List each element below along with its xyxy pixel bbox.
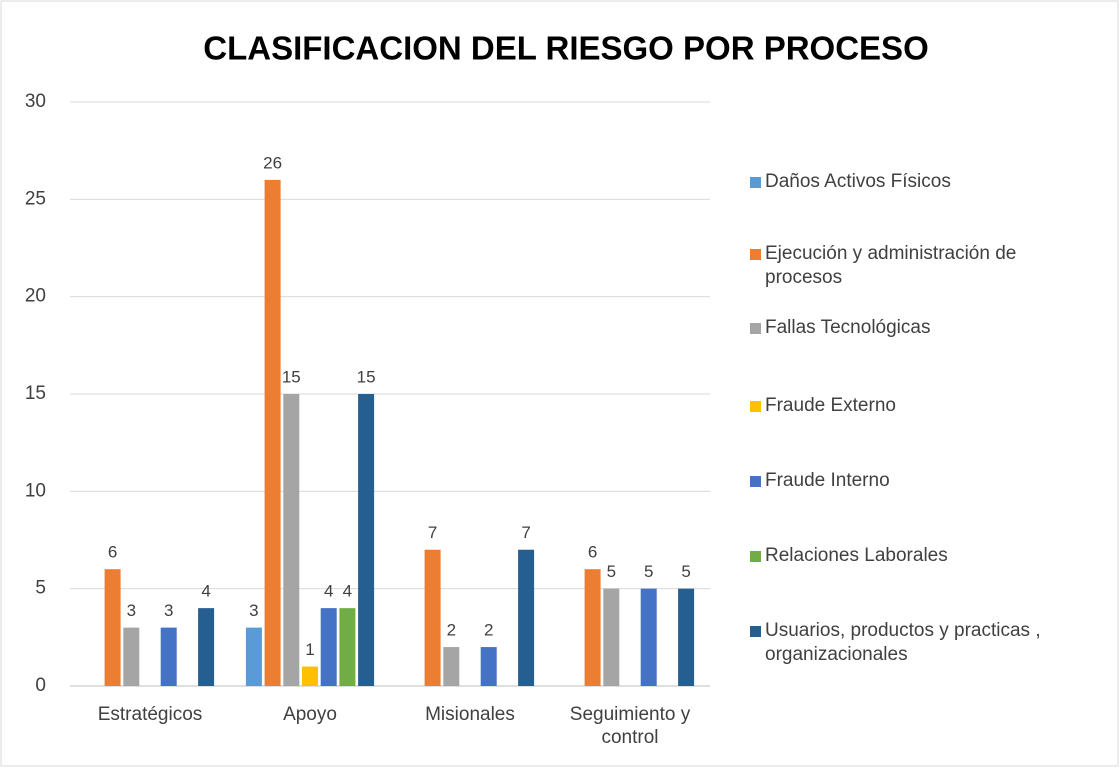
legend-label: Daños Activos Físicos	[765, 171, 951, 192]
legend-swatch	[750, 249, 761, 260]
data-label: 4	[343, 582, 352, 601]
y-tick-label: 25	[25, 188, 46, 209]
x-tick-label: Estratégicos	[97, 704, 203, 725]
legend-label: Usuarios, productos y practicas , organi…	[765, 620, 1041, 665]
data-label: 5	[607, 562, 616, 581]
data-label: 1	[305, 640, 314, 659]
legend-swatch	[750, 476, 761, 487]
data-label: 2	[447, 621, 456, 640]
legend-item: Daños Activos Físicos	[750, 170, 1050, 194]
legend-label: Fraude Externo	[765, 395, 896, 416]
y-tick-label: 20	[25, 286, 46, 307]
data-label: 3	[127, 601, 136, 620]
bar	[160, 627, 177, 686]
legend-item: Fraude Interno	[750, 469, 1050, 493]
x-tick-label: Misionales	[425, 704, 515, 725]
legend-label: Relaciones Laborales	[765, 545, 948, 566]
data-label: 6	[108, 543, 117, 562]
bar	[283, 394, 300, 686]
bar	[640, 588, 657, 686]
legend-swatch	[750, 323, 761, 334]
legend-label: Fallas Tecnológicas	[765, 317, 931, 338]
bar	[104, 569, 121, 686]
legend-item: Fallas Tecnológicas	[750, 316, 1050, 340]
bar	[339, 608, 356, 686]
bar	[518, 549, 535, 686]
data-label: 2	[484, 621, 493, 640]
legend-swatch	[750, 626, 761, 637]
bar	[358, 394, 375, 686]
legend-swatch	[750, 401, 761, 412]
bar	[198, 608, 215, 686]
bar	[603, 588, 620, 686]
data-label: 3	[249, 601, 258, 620]
data-label: 3	[164, 601, 173, 620]
bar	[320, 608, 337, 686]
legend-label: Fraude Interno	[765, 470, 890, 491]
legend-item: Ejecución y administración de procesos	[750, 242, 1050, 290]
legend-item: Usuarios, productos y practicas , organi…	[750, 619, 1050, 667]
data-label: 7	[428, 523, 437, 542]
legend-item: Fraude Externo	[750, 394, 1050, 418]
bar	[480, 647, 497, 686]
data-label: 26	[263, 153, 282, 172]
bar	[584, 569, 601, 686]
legend-item: Relaciones Laborales	[750, 544, 1050, 568]
chart-title: CLASIFICACION DEL RIESGO POR PROCESO	[203, 30, 928, 67]
data-label: 5	[681, 562, 690, 581]
x-tick-label: Apoyo	[283, 704, 337, 725]
bar	[424, 549, 441, 686]
data-label: 4	[324, 582, 333, 601]
data-label: 6	[588, 543, 597, 562]
legend-swatch	[750, 177, 761, 188]
y-tick-label: 15	[25, 383, 46, 404]
bar	[302, 666, 318, 686]
data-label: 7	[521, 523, 530, 542]
bar	[264, 179, 281, 686]
bar	[245, 627, 262, 686]
data-label: 15	[282, 367, 301, 386]
y-tick-label: 5	[35, 578, 46, 599]
data-label: 5	[644, 562, 653, 581]
y-tick-label: 10	[25, 480, 46, 501]
bar	[443, 647, 460, 686]
legend-label: Ejecución y administración de procesos	[765, 243, 1017, 288]
bar	[678, 588, 695, 686]
x-tick-label: Seguimiento y control	[569, 704, 691, 748]
legend-swatch	[750, 551, 761, 562]
bar	[123, 627, 140, 686]
y-tick-label: 0	[35, 675, 46, 696]
data-label: 15	[357, 367, 376, 386]
y-tick-label: 30	[25, 91, 46, 112]
data-label: 4	[201, 582, 210, 601]
